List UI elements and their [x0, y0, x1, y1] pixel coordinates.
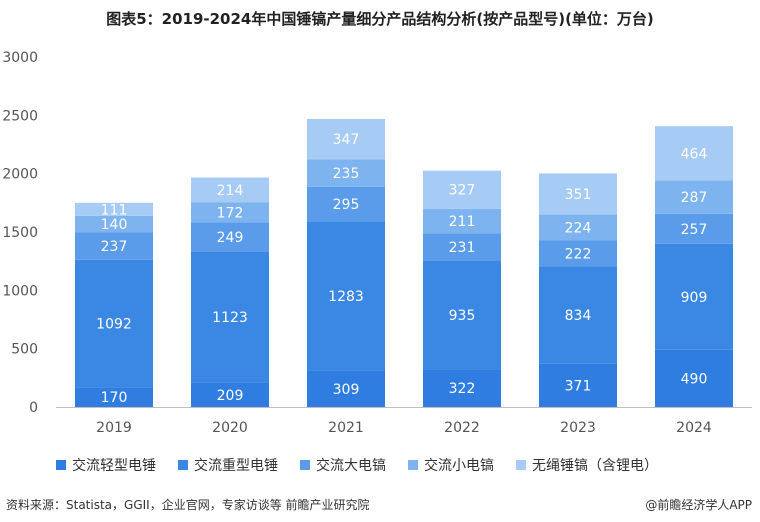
legend-item: 交流重型电锤: [178, 455, 278, 475]
data-label: 257: [681, 222, 708, 238]
data-label: 909: [681, 290, 708, 306]
legend-label: 交流重型电锤: [194, 458, 278, 474]
bar-segment: [75, 259, 153, 388]
bar-segment: [655, 213, 733, 244]
bar-segment: [423, 208, 501, 234]
legend-swatch: [56, 460, 66, 470]
bar-segment: [191, 382, 269, 407]
legend-label: 无绳锤镐（含锂电）: [532, 458, 658, 474]
x-tick-label: 2022: [444, 420, 480, 436]
bar-segment: [75, 215, 153, 233]
data-label: 464: [681, 146, 708, 162]
bar-segment: [307, 186, 385, 222]
bar-segment: [539, 363, 617, 407]
data-label: 224: [565, 220, 592, 236]
data-label: 322: [449, 381, 476, 397]
data-label: 351: [565, 187, 592, 203]
bar-segment: [539, 266, 617, 364]
data-label: 222: [565, 246, 592, 262]
data-label: 1092: [96, 316, 132, 332]
data-label: 287: [681, 190, 708, 206]
bar-segment: [75, 387, 153, 407]
data-label: 140: [101, 217, 128, 233]
legend-swatch: [516, 460, 526, 470]
data-label: 347: [333, 132, 360, 148]
y-tick-label: 3000: [2, 50, 38, 66]
chart-title: 图表5：2019-2024年中国锤镐产量细分产品结构分析(按产品型号)(单位：万…: [106, 10, 654, 28]
legend-label: 交流大电镐: [316, 458, 386, 474]
y-tick-label: 2000: [2, 167, 38, 183]
legend-swatch: [408, 460, 418, 470]
source-note: 资料来源：Statista，GGII，企业官网，专家访谈等 前瞻产业研究院: [6, 498, 370, 512]
y-tick-label: 2500: [2, 108, 38, 124]
x-tick-label: 2024: [676, 420, 712, 436]
x-tick-label: 2023: [560, 420, 596, 436]
bar-segment: [539, 173, 617, 215]
credit-note: @前瞻经济学人APP: [645, 498, 752, 512]
legend-label: 交流轻型电锤: [72, 458, 156, 474]
data-label: 295: [333, 197, 360, 213]
data-label: 834: [565, 308, 592, 324]
data-label: 935: [449, 308, 476, 324]
x-tick-label: 2019: [96, 420, 132, 436]
bar-segment: [307, 221, 385, 371]
bar-segment: [655, 349, 733, 407]
data-label: 1123: [212, 310, 248, 326]
bar-segment: [539, 214, 617, 241]
bar-segment: [539, 240, 617, 267]
data-label: 172: [217, 206, 244, 222]
bar-segment: [75, 232, 153, 260]
data-label: 170: [101, 390, 128, 406]
x-tick-label: 2020: [212, 420, 248, 436]
stacked-bar-chart: 0 500 1000 1500 2000 2500 3000 170 1092 237 140111…: [2, 50, 752, 436]
bar-segment: [423, 260, 501, 370]
legend-item: 交流小电镐: [408, 455, 494, 475]
bar-segment: [191, 202, 269, 223]
legend: 交流轻型电锤 交流重型电锤 交流大电镐 交流小电镐 无绳锤镐（含锂电）: [56, 455, 658, 475]
bar-segment: [655, 243, 733, 350]
bar-segment: [307, 118, 385, 160]
data-label: 235: [333, 166, 360, 182]
data-label: 1283: [328, 289, 364, 305]
data-label: 371: [565, 378, 592, 394]
legend-swatch: [178, 460, 188, 470]
bar-segment: [423, 233, 501, 261]
legend-item: 无绳锤镐（含锂电）: [516, 455, 658, 475]
bar-segment: [191, 177, 269, 203]
x-tick-label: 2021: [328, 420, 364, 436]
y-tick-label: 1000: [2, 283, 38, 299]
bar-segment: [307, 159, 385, 187]
data-label: 111: [101, 202, 128, 218]
bar-segment: [307, 370, 385, 407]
bar-segment: [655, 180, 733, 214]
data-label: 231: [449, 240, 476, 256]
data-label: 309: [333, 382, 360, 398]
data-label: 214: [217, 183, 244, 199]
bar-segment: [423, 369, 501, 407]
y-tick-label: 1500: [2, 225, 38, 241]
data-label: 490: [681, 371, 708, 387]
data-label: 249: [217, 230, 244, 246]
y-tick-label: 500: [11, 342, 38, 358]
y-tick-label: 0: [29, 400, 38, 416]
bar-segment: [655, 126, 733, 181]
data-label: 327: [449, 183, 476, 199]
legend-swatch: [300, 460, 310, 470]
bar-segment: [75, 202, 153, 216]
bar-segment: [191, 222, 269, 252]
legend-label: 交流小电镐: [424, 458, 494, 474]
legend-item: 交流轻型电锤: [56, 455, 156, 475]
data-label: 237: [101, 239, 128, 255]
bar-segment: [191, 251, 269, 383]
bar-segment: [423, 170, 501, 209]
data-label: 211: [449, 214, 476, 230]
data-label: 209: [217, 388, 244, 404]
legend-item: 交流大电镐: [300, 455, 386, 475]
